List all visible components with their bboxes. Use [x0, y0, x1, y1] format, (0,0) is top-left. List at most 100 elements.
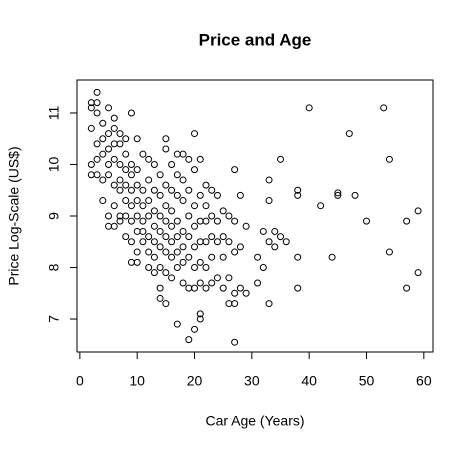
point — [196, 155, 204, 163]
point — [122, 197, 130, 205]
y-tick-label: 7 — [46, 315, 62, 323]
point — [191, 166, 199, 174]
point — [208, 279, 216, 287]
point — [127, 217, 135, 225]
y-tick-label: 8 — [46, 263, 62, 271]
point — [213, 217, 221, 225]
point — [150, 269, 158, 277]
x-tick-label: 60 — [416, 373, 432, 389]
point — [127, 160, 135, 168]
point — [219, 253, 227, 261]
point — [231, 300, 239, 308]
point — [87, 160, 95, 168]
point — [179, 176, 187, 184]
point — [110, 222, 118, 230]
point — [122, 181, 130, 189]
point — [162, 217, 170, 225]
point — [93, 140, 101, 148]
point — [162, 145, 170, 153]
point — [156, 171, 164, 179]
point — [305, 104, 313, 112]
point — [99, 150, 107, 158]
point — [110, 155, 118, 163]
point — [179, 258, 187, 266]
point — [133, 181, 141, 189]
point — [179, 243, 187, 251]
point — [105, 212, 113, 220]
point — [173, 264, 181, 272]
point — [122, 135, 130, 143]
point — [150, 253, 158, 261]
point — [145, 197, 153, 205]
point — [116, 160, 124, 168]
x-tick-label: 50 — [359, 373, 375, 389]
point — [242, 222, 250, 230]
x-tick-label: 20 — [187, 373, 203, 389]
point — [254, 279, 262, 287]
point — [93, 99, 101, 107]
point — [231, 248, 239, 256]
point — [196, 258, 204, 266]
point — [110, 124, 118, 132]
point — [139, 202, 147, 210]
point — [191, 130, 199, 138]
point — [294, 186, 302, 194]
point — [156, 243, 164, 251]
point — [282, 238, 290, 246]
point — [127, 109, 135, 117]
point — [168, 222, 176, 230]
point — [196, 191, 204, 199]
y-axis-label: Price Log-Scale (US$) — [6, 146, 22, 285]
point — [403, 217, 411, 225]
point — [231, 289, 239, 297]
point — [162, 202, 170, 210]
point — [213, 238, 221, 246]
point — [202, 284, 210, 292]
point — [99, 135, 107, 143]
point — [127, 202, 135, 210]
point — [202, 217, 210, 225]
chart-title: Price and Age — [199, 30, 312, 49]
point — [191, 222, 199, 230]
point — [162, 269, 170, 277]
point — [168, 186, 176, 194]
y-tick-label: 10 — [46, 156, 62, 172]
point — [173, 217, 181, 225]
point — [414, 207, 422, 215]
point — [162, 300, 170, 308]
point — [334, 191, 342, 199]
point — [173, 171, 181, 179]
point — [191, 264, 199, 272]
point — [185, 336, 193, 344]
x-tick-label: 30 — [244, 373, 260, 389]
point — [208, 212, 216, 220]
point — [150, 222, 158, 230]
point — [116, 176, 124, 184]
point — [191, 243, 199, 251]
point — [156, 191, 164, 199]
point — [173, 320, 181, 328]
point — [110, 114, 118, 122]
point — [173, 191, 181, 199]
point — [219, 284, 227, 292]
point — [133, 258, 141, 266]
point — [294, 191, 302, 199]
point — [196, 279, 204, 287]
point — [231, 166, 239, 174]
point — [116, 140, 124, 148]
point — [265, 176, 273, 184]
point — [139, 238, 147, 246]
point — [150, 186, 158, 194]
point — [87, 124, 95, 132]
point — [254, 253, 262, 261]
point — [179, 279, 187, 287]
point — [133, 212, 141, 220]
point — [277, 233, 285, 241]
point — [145, 212, 153, 220]
point — [156, 284, 164, 292]
point — [185, 233, 193, 241]
point — [87, 104, 95, 112]
point — [122, 233, 130, 241]
